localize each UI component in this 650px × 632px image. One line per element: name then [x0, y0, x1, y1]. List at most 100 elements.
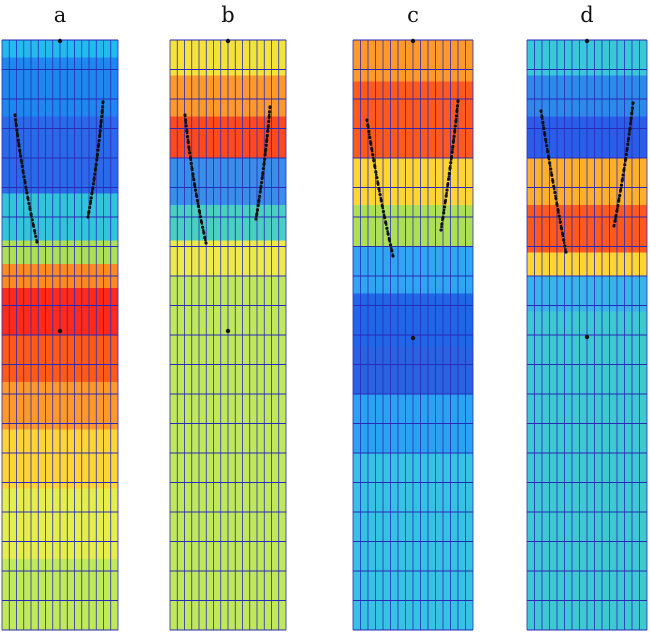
crack-point-a-1-18	[91, 186, 95, 191]
crack-point-c-1-16	[446, 182, 450, 187]
crack-point-b-1-11	[262, 157, 267, 161]
crack-point-c-0-7	[372, 158, 376, 163]
crack-point-c-0-12	[377, 187, 381, 191]
crack-point-a-1-12	[95, 158, 99, 162]
crack-point-d-0-19	[558, 220, 562, 224]
crack-point-c-0-22	[388, 243, 393, 247]
crack-point-a-1-22	[88, 205, 92, 210]
crack-point-b-1-20	[257, 199, 261, 203]
mesh-a	[1, 39, 119, 631]
crack-point-b-1-8	[264, 143, 268, 147]
crack-point-a-1-21	[88, 201, 93, 205]
crack-point-a-1-8	[97, 138, 101, 143]
crack-point-d-1-11	[623, 158, 628, 162]
crack-point-b-0-18	[197, 209, 202, 213]
crack-point-c-0-15	[380, 204, 384, 208]
crack-point-d-0-1	[540, 115, 544, 119]
crack-point-c-1-19	[443, 199, 447, 203]
crack-point-b-0-24	[204, 241, 208, 245]
panel-label-b: b	[221, 3, 234, 27]
crack-point-a-0-18	[28, 207, 32, 211]
crack-point-a-0-7	[18, 148, 22, 153]
loading-pin-a-1	[57, 328, 63, 334]
crack-point-c-1-4	[454, 119, 458, 123]
crack-point-c-1-1	[455, 104, 460, 108]
crack-point-d-1-12	[623, 163, 627, 167]
crack-point-d-1-6	[627, 132, 631, 136]
crack-point-a-1-17	[91, 182, 96, 186]
crack-point-d-0-3	[542, 126, 546, 130]
crack-point-d-0-17	[556, 208, 560, 212]
crack-point-d-1-10	[624, 152, 628, 157]
crack-point-b-0-1	[183, 118, 188, 123]
crack-point-b-0-17	[196, 204, 201, 208]
crack-point-b-1-23	[255, 212, 259, 217]
crack-point-b-1-4	[266, 124, 270, 128]
crack-point-a-1-0	[101, 100, 105, 104]
crack-point-c-0-11	[376, 181, 380, 185]
crack-point-b-0-4	[185, 135, 190, 139]
crack-point-b-1-15	[260, 176, 264, 180]
crack-point-b-0-8	[188, 156, 193, 160]
crack-point-b-0-23	[203, 236, 207, 240]
crack-point-d-1-15	[620, 178, 624, 182]
crack-point-b-1-0	[268, 105, 272, 109]
crack-point-a-1-14	[93, 167, 98, 171]
crack-point-c-0-3	[368, 135, 372, 140]
crack-point-a-0-5	[16, 138, 20, 142]
crack-point-c-1-2	[455, 109, 459, 113]
loading-pin-b-1	[225, 328, 231, 334]
crack-point-d-1-2	[630, 111, 634, 115]
crack-point-c-0-24	[391, 254, 395, 258]
crack-point-c-1-15	[446, 177, 451, 181]
crack-point-c-0-10	[375, 176, 379, 180]
crack-point-c-1-0	[456, 99, 460, 103]
crack-point-c-1-20	[442, 205, 447, 209]
crack-point-a-1-20	[89, 196, 93, 200]
crack-point-c-0-8	[373, 164, 377, 168]
crack-point-a-1-13	[94, 162, 98, 167]
annotations-d	[539, 38, 635, 340]
mesh-c	[352, 39, 474, 631]
crack-point-b-1-3	[267, 119, 271, 124]
crack-point-c-0-4	[369, 141, 373, 145]
crack-point-c-0-23	[390, 248, 394, 253]
crack-point-d-1-18	[618, 193, 622, 198]
crack-point-d-0-16	[555, 202, 559, 206]
crack-point-a-1-11	[95, 153, 99, 157]
crack-point-c-0-19	[385, 226, 389, 230]
crack-point-c-0-5	[370, 147, 374, 151]
crack-point-b-0-22	[202, 230, 206, 235]
crack-point-a-1-4	[99, 119, 103, 123]
loading-pin-c-1	[410, 335, 416, 341]
crack-point-b-1-24	[254, 217, 258, 221]
crack-point-a-1-2	[100, 110, 104, 114]
crack-point-d-0-7	[546, 149, 550, 154]
crack-point-d-0-6	[545, 144, 549, 148]
crack-point-c-1-22	[441, 216, 445, 221]
loading-pin-b-0	[225, 38, 231, 44]
crack-point-b-1-1	[267, 110, 272, 114]
crack-point-b-1-18	[258, 190, 262, 194]
crack-point-d-0-13	[552, 185, 556, 189]
crack-point-d-0-14	[553, 190, 557, 195]
crack-point-b-1-2	[267, 115, 271, 119]
crack-point-d-1-13	[622, 168, 626, 172]
crack-point-b-0-16	[195, 199, 200, 203]
crack-point-a-0-6	[17, 143, 21, 148]
crack-point-d-1-7	[626, 137, 631, 141]
crack-point-a-1-15	[93, 172, 97, 176]
crack-point-b-1-9	[264, 148, 268, 152]
crack-point-c-0-6	[371, 153, 375, 157]
loading-pin-d-0	[584, 38, 590, 44]
crack-point-d-0-8	[547, 155, 551, 159]
crack-point-d-1-9	[625, 147, 629, 151]
crack-point-b-0-2	[184, 124, 188, 128]
crack-point-d-1-4	[628, 122, 633, 126]
crack-point-d-0-0	[539, 109, 543, 113]
crack-point-c-1-13	[448, 166, 452, 170]
panel-a: a	[1, 3, 119, 631]
mesh-b	[169, 39, 287, 631]
crack-point-d-1-8	[626, 142, 630, 146]
crack-point-c-1-17	[445, 188, 449, 192]
